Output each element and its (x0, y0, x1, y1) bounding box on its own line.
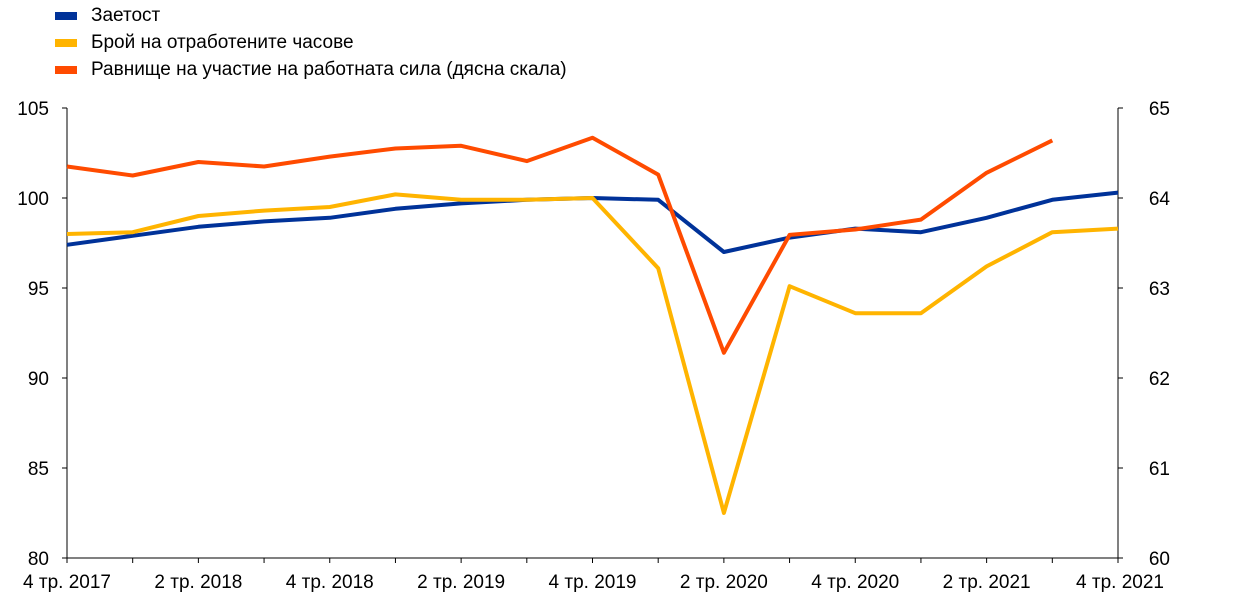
left-y-tick-label: 105 (17, 99, 49, 120)
legend-label-hours-worked: Брой на отработените часове (91, 32, 354, 53)
right-y-tick-label: 65 (1149, 99, 1170, 120)
x-axis: 4 тр. 2017 2 тр. 2018 4 тр. 2018 2 тр. 2019… (23, 558, 1164, 593)
left-y-axis: 80 85 90 95 100 105 (17, 99, 67, 570)
series-line-2 (66, 135, 1054, 355)
legend-swatch-participation-rate (55, 66, 77, 74)
legend-swatch-employment (55, 12, 77, 20)
x-tick-label: 4 тр. 2019 (549, 572, 637, 593)
legend-item-participation-rate: Равнище на участие на работната сила (дя… (55, 58, 567, 82)
left-y-tick-label: 80 (28, 549, 49, 570)
right-y-tick-label: 63 (1149, 279, 1170, 300)
series-lines (66, 135, 1119, 515)
right-y-axis: 60 61 62 63 64 65 (1118, 99, 1170, 570)
legend-item-employment: Заетост (55, 4, 160, 28)
right-y-tick-label: 62 (1149, 369, 1170, 390)
legend-item-hours-worked: Брой на отработените часове (55, 31, 354, 55)
legend-label-participation-rate: Равнище на участие на работната сила (дя… (91, 59, 567, 80)
left-y-tick-label: 90 (28, 369, 49, 390)
chart-axes (66, 108, 1119, 559)
legend-swatch-hours-worked (55, 39, 77, 47)
legend-label-employment: Заетост (91, 5, 161, 26)
x-tick-label: 2 тр. 2019 (417, 572, 505, 593)
x-tick-label: 2 тр. 2018 (154, 572, 242, 593)
right-y-tick-label: 61 (1149, 459, 1170, 480)
right-y-tick-label: 60 (1149, 549, 1170, 570)
x-tick-label: 4 тр. 2021 (1076, 572, 1164, 593)
x-tick-label: 4 тр. 2020 (811, 572, 899, 593)
left-y-tick-label: 100 (17, 189, 49, 210)
x-tick-label: 2 тр. 2020 (680, 572, 768, 593)
right-y-tick-label: 64 (1149, 189, 1171, 210)
x-tick-label: 4 тр. 2018 (286, 572, 374, 593)
x-tick-label: 4 тр. 2017 (23, 572, 111, 593)
series-line-0 (66, 190, 1119, 254)
series-line-1 (66, 192, 1119, 515)
left-y-tick-label: 85 (28, 459, 49, 480)
x-tick-label: 2 тр. 2021 (943, 572, 1031, 593)
left-y-tick-label: 95 (28, 279, 49, 300)
